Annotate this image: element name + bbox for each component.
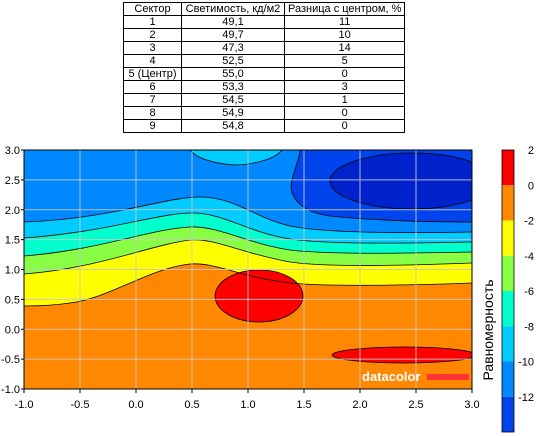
cell-sector: 7 (123, 93, 182, 107)
cell-sector: 6 (123, 80, 182, 94)
cell-difference: 1 (283, 93, 406, 107)
column-header-sector: Сектор (123, 2, 182, 16)
colorbar-label: Равномерность (480, 279, 496, 380)
colorbar-segment (502, 150, 514, 186)
cell-luminance: 54,9 (181, 106, 285, 120)
y-tick-label: 2.0 (5, 205, 20, 217)
cell-difference: 10 (283, 28, 406, 42)
x-tick-label: 0.0 (128, 399, 143, 411)
table-row: 9 54,8 0 (123, 119, 406, 133)
colorbar-tick-label: -8 (524, 321, 534, 333)
x-tick-label: 1.0 (240, 399, 255, 411)
cell-difference: 14 (283, 41, 406, 55)
y-tick-label: 2.5 (5, 175, 20, 187)
y-tick-label: 0.0 (5, 324, 20, 336)
x-tick-label: 2.0 (352, 399, 367, 411)
cell-luminance: 55,0 (181, 67, 285, 81)
cell-difference: 0 (283, 67, 406, 81)
table-header-row: Сектор Светимость, кд/м2 Разница с центр… (123, 2, 406, 16)
y-tick-label: 1.0 (5, 265, 20, 277)
cell-luminance: 52,5 (181, 54, 285, 68)
cell-difference: 0 (283, 106, 406, 120)
cell-difference: 3 (283, 80, 406, 94)
cell-sector: 5 (Центр) (123, 67, 182, 81)
cell-sector: 3 (123, 41, 182, 55)
contour-plot-area (24, 150, 472, 389)
colorbar (501, 149, 515, 433)
colorbar-tick-label: 2 (528, 145, 534, 157)
colorbar-segment (502, 326, 514, 362)
colorbar-frame (501, 149, 515, 433)
x-tick-label: 1.5 (296, 399, 311, 411)
table-row: 1 49,1 11 (123, 15, 406, 29)
contour-peak-red-center (215, 270, 303, 322)
cell-sector: 1 (123, 15, 182, 29)
column-header-difference: Разница с центром, % (283, 2, 406, 16)
x-tick-label: 0.5 (184, 399, 199, 411)
watermark-text: datacolor (362, 369, 421, 384)
cell-difference: 11 (283, 15, 406, 29)
y-tick-label: 1.5 (5, 235, 20, 247)
x-tick-label: -0.5 (71, 399, 90, 411)
y-tick-label: 3.0 (5, 145, 20, 157)
cell-luminance: 49,1 (181, 15, 285, 29)
cell-luminance: 49,7 (181, 28, 285, 42)
datacolor-watermark: datacolor (362, 369, 469, 384)
cell-difference: 5 (283, 54, 406, 68)
y-tick-label: -0.5 (1, 354, 20, 366)
colorbar-tick-label: -12 (518, 392, 534, 404)
colorbar-segment (502, 185, 514, 221)
table-row: 4 52,5 5 (123, 54, 406, 68)
colorbar-ticks: 2 0 -2 -4 -6 -8 -10 -12 (518, 145, 534, 404)
colorbar-segment (502, 291, 514, 327)
colorbar-tick-label: -4 (524, 251, 534, 263)
y-tick-label: -1.0 (1, 384, 20, 396)
colorbar-tick-label: -2 (524, 216, 534, 228)
cell-sector: 9 (123, 119, 182, 133)
colorbar-segment (502, 396, 514, 432)
x-tick-label: 2.5 (408, 399, 423, 411)
cell-luminance: 53,3 (181, 80, 285, 94)
cell-difference: 0 (283, 119, 406, 133)
colorbar-tick-label: 0 (528, 180, 534, 192)
table-row: 8 54,9 0 (123, 106, 406, 120)
colorbar-segment (502, 361, 514, 397)
contour-band-cyan-top (190, 150, 282, 165)
cell-luminance: 54,8 (181, 119, 285, 133)
x-tick-label: -1.0 (15, 399, 34, 411)
uniformity-contour-chart: -1.0 -0.5 0.0 0.5 1.0 1.5 2.0 2.5 3.0 3.0 2.5 2.0 1… (1, 145, 534, 433)
table-row: 2 49,7 10 (123, 28, 406, 42)
luminance-table: Сектор Светимость, кд/м2 Разница с центр… (123, 2, 406, 133)
table-row: 3 47,3 14 (123, 41, 406, 55)
cell-luminance: 47,3 (181, 41, 285, 55)
colorbar-segment (502, 255, 514, 291)
x-axis-ticks: -1.0 -0.5 0.0 0.5 1.0 1.5 2.0 2.5 3.0 (15, 389, 480, 411)
colorbar-tick-label: -6 (524, 286, 534, 298)
y-axis-ticks: 3.0 2.5 2.0 1.5 1.0 0.5 0.0 -0.5 -1.0 (1, 145, 24, 396)
x-tick-label: 3.0 (464, 399, 479, 411)
table-row: 6 53,3 3 (123, 80, 406, 94)
cell-sector: 2 (123, 28, 182, 42)
y-tick-label: 0.5 (5, 294, 20, 306)
cell-sector: 4 (123, 54, 182, 68)
table-row: 5 (Центр) 55,0 0 (123, 67, 406, 81)
table-row: 7 54,5 1 (123, 93, 406, 107)
colorbar-tick-label: -10 (518, 357, 534, 369)
grid-lines (24, 150, 472, 389)
contour-band-navy (330, 153, 472, 209)
cell-sector: 8 (123, 106, 182, 120)
column-header-luminance: Светимость, кд/м2 (181, 2, 285, 16)
watermark-bar (427, 374, 469, 380)
cell-luminance: 54,5 (181, 93, 285, 107)
colorbar-segment (502, 220, 514, 256)
